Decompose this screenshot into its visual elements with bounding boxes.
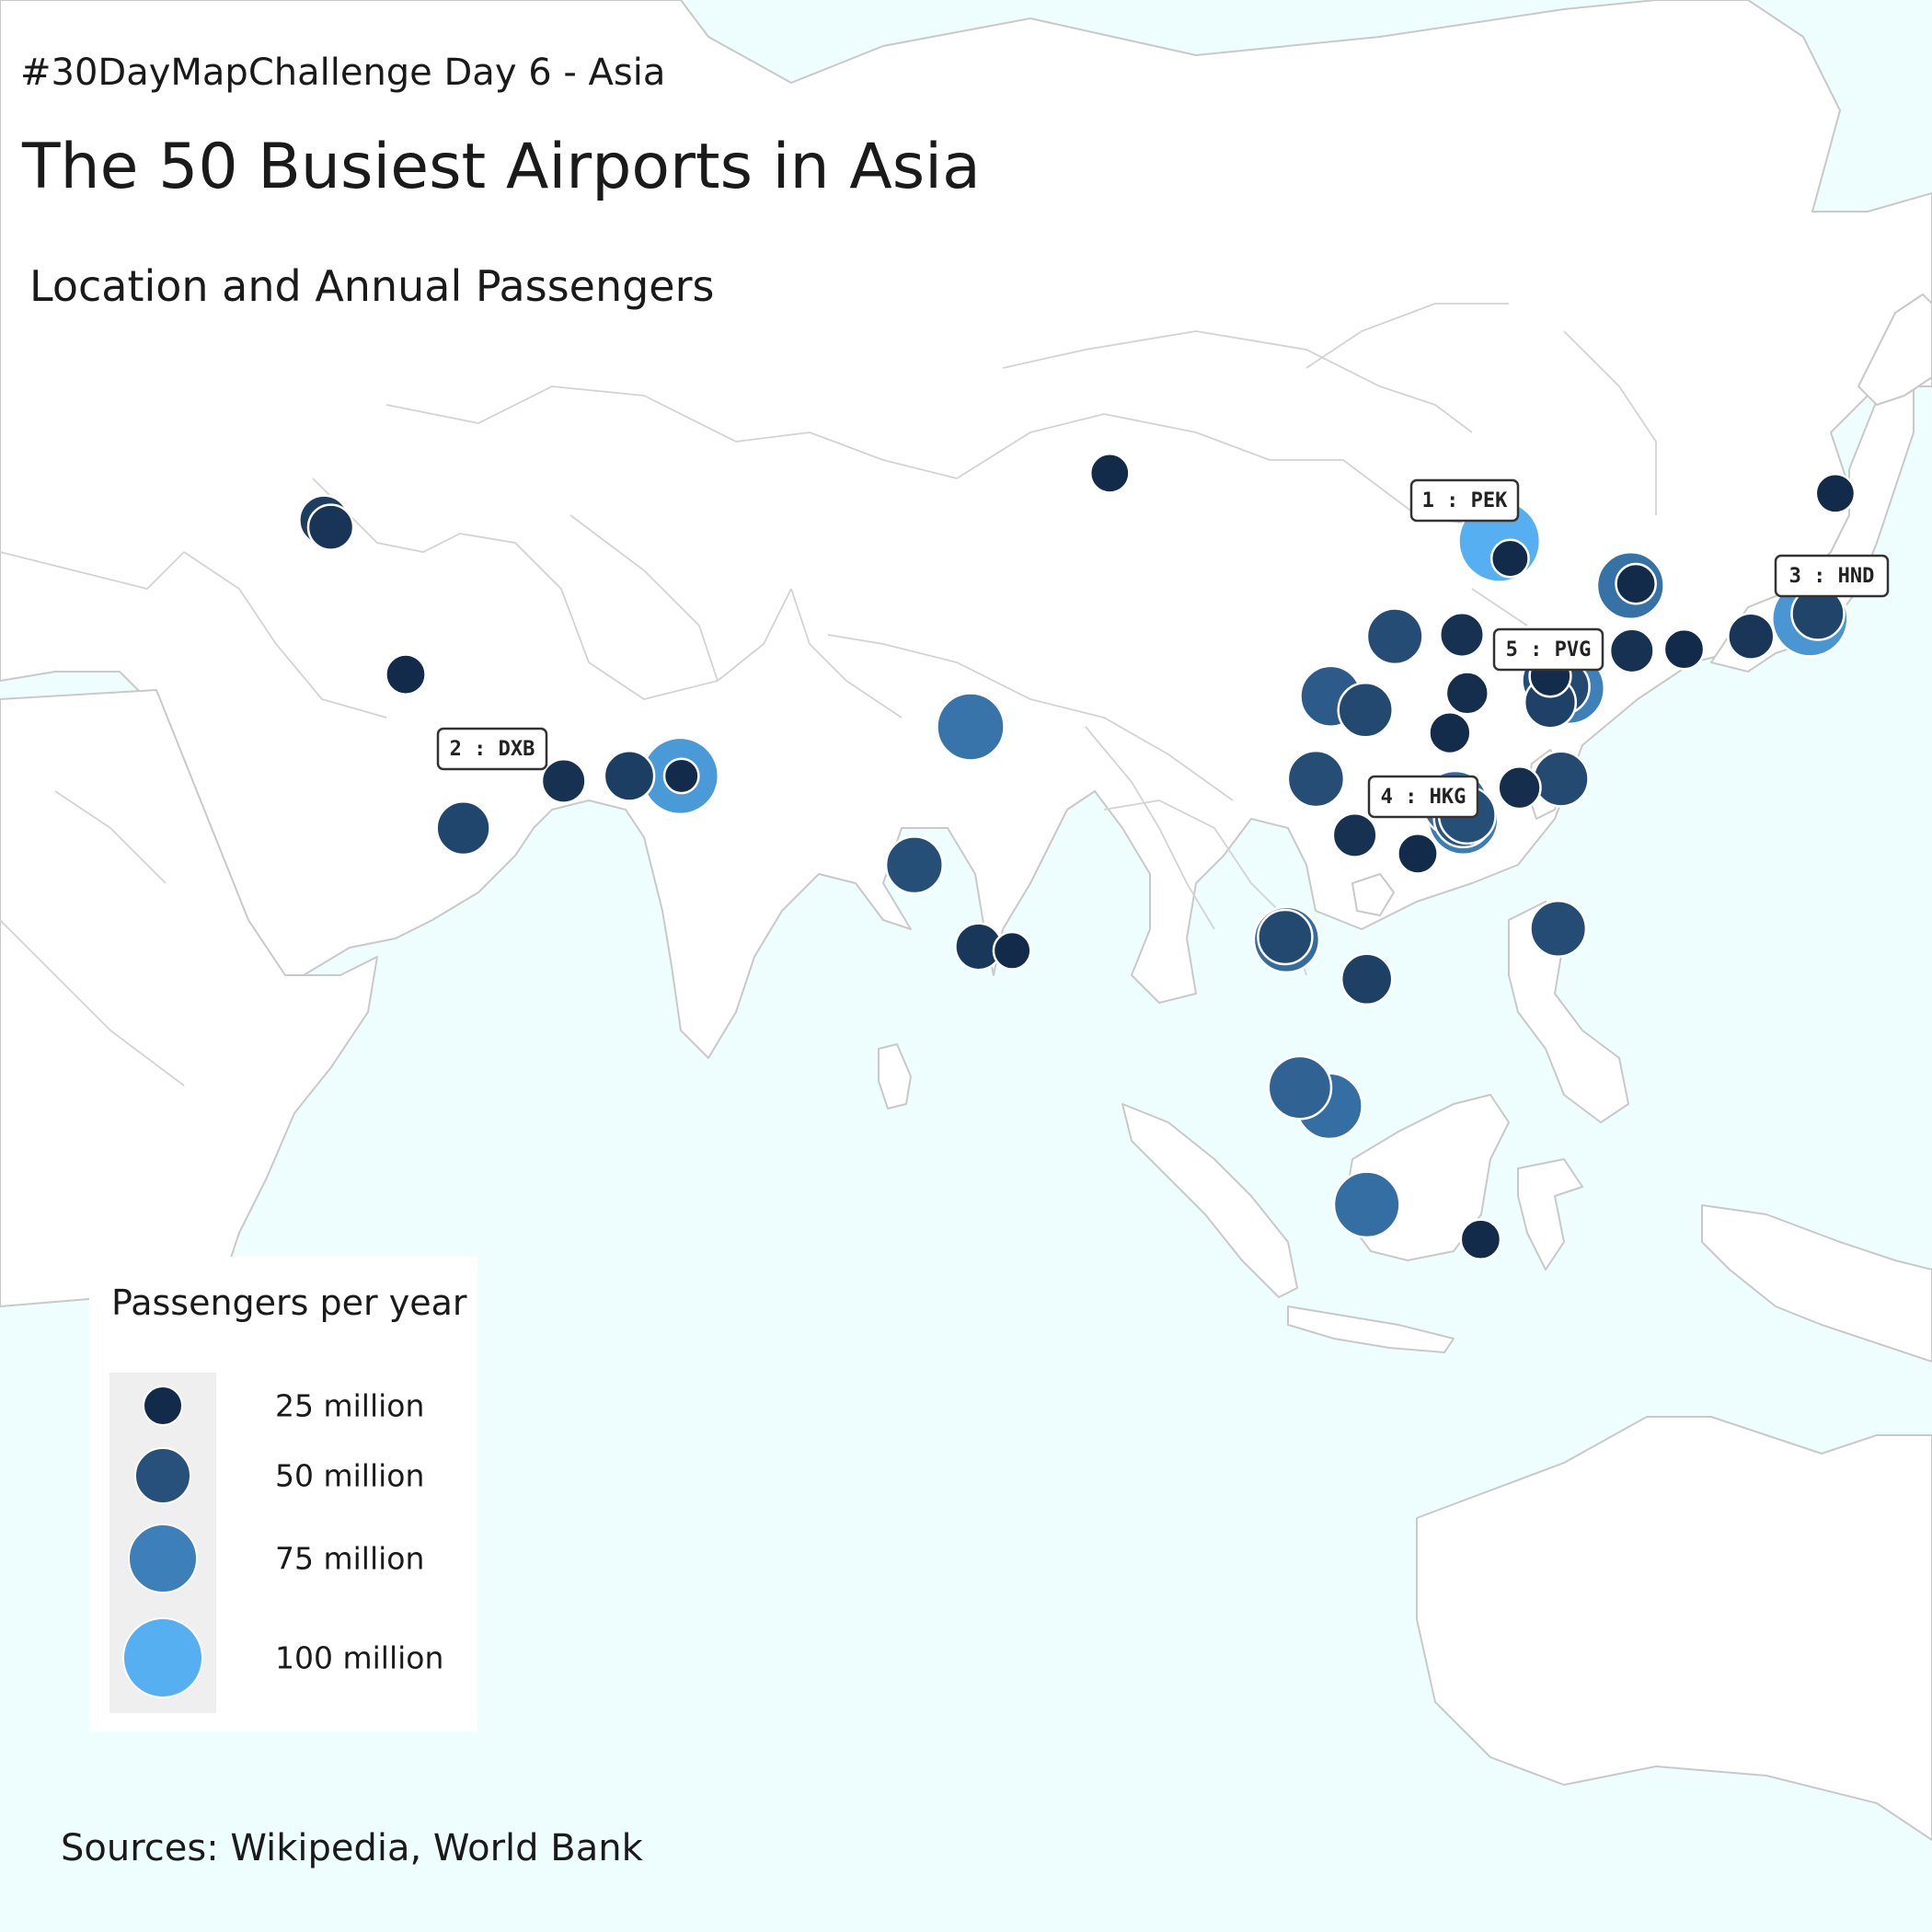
legend-label-50: 50 million (275, 1457, 425, 1494)
callout-pek: 1 : PEK (1409, 478, 1520, 523)
airport-marker (936, 692, 1006, 762)
airport-marker (1814, 472, 1857, 514)
callout-pvg: 5 : PVG (1492, 627, 1604, 672)
map-title: The 50 Busiest Airports in Asia (22, 131, 981, 203)
airport-callouts: 1 : PEK 2 : DXB 3 : HND 4 : HKG 5 : PVG (436, 478, 1890, 819)
airport-marker (884, 835, 944, 895)
callout-hkg: 4 : HKG (1367, 775, 1479, 819)
airport-marker (1444, 671, 1489, 716)
airport-marker (1532, 750, 1590, 808)
landmass-sulawesi (1517, 1158, 1583, 1271)
sources-note: Sources: Wikipedia, World Bank (61, 1827, 643, 1869)
airport-marker (1489, 538, 1530, 579)
callout-pek-text: 1 : PEK (1422, 489, 1508, 512)
airport-marker (1286, 749, 1346, 809)
airport-marker (1529, 900, 1588, 958)
airport-marker (603, 750, 656, 802)
landmass-australia (1416, 1416, 1932, 1841)
callout-hnd: 3 : HND (1774, 554, 1890, 598)
legend-dot-25 (143, 1386, 183, 1426)
landmass-sumatra (1121, 1103, 1298, 1298)
airport-marker (992, 930, 1032, 971)
airport-marker (1267, 1054, 1333, 1121)
legend-label-25: 25 million (275, 1387, 425, 1424)
legend-dot-100 (122, 1617, 203, 1698)
landmass-japan-north (1857, 293, 1932, 406)
airport-marker (1337, 682, 1394, 739)
callout-dxb: 2 : DXB (436, 727, 548, 771)
airport-marker (1439, 612, 1485, 658)
legend-label-75: 75 million (275, 1540, 425, 1577)
airport-marker (540, 757, 587, 804)
landmass-java (1287, 1305, 1455, 1353)
callout-hkg-text: 4 : HKG (1381, 786, 1466, 809)
landmass-sri-lanka (878, 1043, 912, 1110)
airport-marker (1365, 607, 1424, 666)
airport-marker (306, 503, 355, 551)
airport-marker (1428, 710, 1472, 755)
country-borders (0, 303, 1657, 1087)
size-legend: Passengers per year 25 million 50 millio… (89, 1257, 477, 1731)
airport-marker (1615, 562, 1657, 605)
airport-marker (1331, 811, 1378, 858)
airport-marker (435, 799, 491, 857)
airport-marker (1332, 1170, 1401, 1239)
callout-pvg-text: 5 : PVG (1506, 638, 1592, 661)
airport-marker (1727, 612, 1776, 661)
airport-marker (1257, 908, 1314, 966)
map-subtitle: Location and Annual Passengers (29, 261, 715, 311)
legend-title: Passengers per year (111, 1282, 467, 1323)
airport-markers (298, 453, 1857, 1261)
challenge-label: #30DayMapChallenge Day 6 - Asia (20, 52, 666, 94)
airport-marker (662, 757, 700, 795)
callout-dxb-text: 2 : DXB (450, 738, 535, 761)
legend-dot-75 (127, 1523, 199, 1594)
callout-hnd-text: 3 : HND (1789, 565, 1875, 588)
landmass-new-guinea (1701, 1204, 1932, 1363)
airport-marker (1340, 952, 1394, 1006)
airport-marker (1608, 627, 1655, 674)
airport-marker (1459, 1218, 1502, 1261)
airport-marker (385, 653, 427, 696)
airport-marker (1397, 833, 1439, 875)
legend-label-100: 100 million (275, 1639, 444, 1676)
landmass-hainan (1351, 873, 1395, 916)
airport-marker (1497, 765, 1542, 811)
airport-marker (1088, 453, 1131, 494)
legend-dot-50 (133, 1446, 192, 1505)
airport-marker (1662, 627, 1706, 671)
